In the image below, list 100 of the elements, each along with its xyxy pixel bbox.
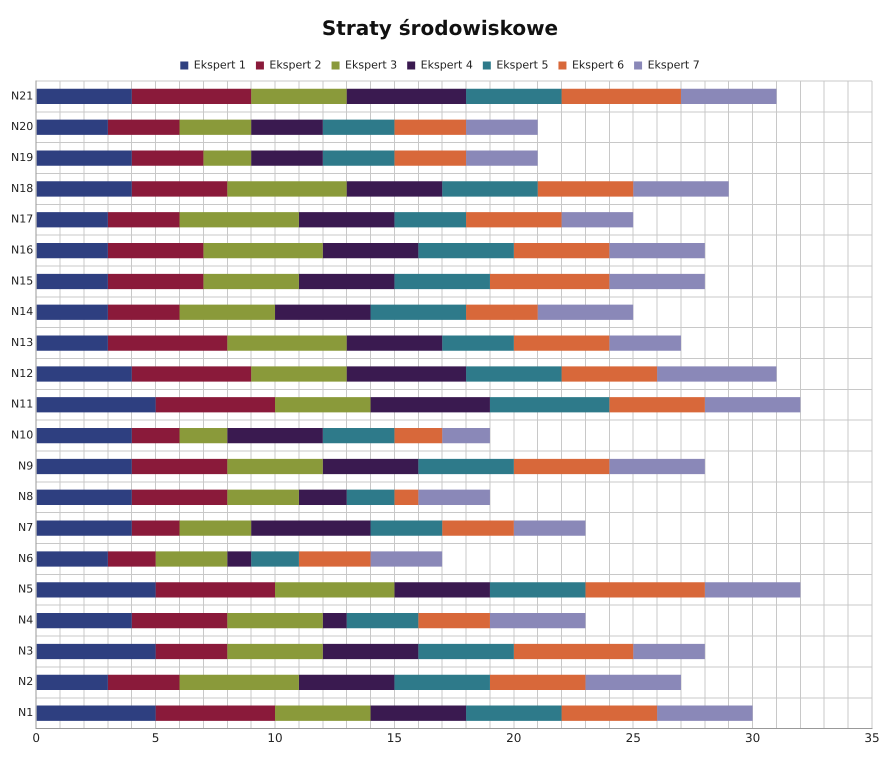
- bar: [203, 274, 299, 290]
- bar: [36, 551, 108, 567]
- bar: [394, 428, 442, 444]
- bar: [227, 181, 347, 197]
- bar: [227, 428, 323, 444]
- bar: [562, 366, 658, 382]
- bar: [108, 304, 180, 320]
- bar: [394, 120, 466, 135]
- bar: [275, 706, 371, 721]
- bar: [322, 242, 418, 258]
- bar: [227, 613, 323, 628]
- bar: [298, 274, 394, 290]
- bar: [370, 304, 466, 320]
- bar: [132, 181, 228, 197]
- bar: [346, 613, 418, 628]
- bar: [370, 551, 442, 567]
- bar: [466, 212, 562, 228]
- legend-label: Ekspert 4: [420, 58, 473, 72]
- bar: [346, 88, 466, 104]
- bar: [704, 582, 800, 598]
- bar: [394, 150, 466, 166]
- bar: [251, 150, 323, 166]
- bar: [36, 366, 132, 382]
- bar: [490, 613, 586, 628]
- bar: [418, 242, 514, 258]
- y-tick-label: N14: [10, 305, 34, 318]
- legend-label: Ekspert 5: [496, 58, 548, 72]
- bar: [466, 120, 538, 135]
- bar: [36, 706, 156, 721]
- bar: [227, 490, 299, 505]
- y-tick-label: N3: [18, 644, 34, 658]
- bar: [203, 150, 252, 166]
- bar: [514, 335, 610, 351]
- bar: [633, 181, 729, 197]
- x-tick-label: 35: [864, 730, 880, 745]
- x-tick-label: 20: [506, 730, 522, 745]
- bar: [156, 397, 276, 412]
- bar: [490, 274, 610, 290]
- bar: [36, 397, 156, 412]
- y-tick-label: N7: [18, 521, 34, 534]
- x-tick-label: 15: [386, 730, 402, 745]
- bar: [370, 706, 466, 721]
- bar: [346, 490, 394, 505]
- bar: [36, 150, 132, 166]
- bar: [275, 304, 371, 320]
- y-tick-label: N9: [18, 459, 34, 472]
- bar: [36, 212, 108, 228]
- bar: [36, 181, 132, 197]
- bar: [538, 181, 634, 197]
- bar: [298, 212, 394, 228]
- bar: [36, 335, 108, 351]
- x-tick-label: 0: [32, 730, 40, 745]
- y-tick-label: N6: [18, 552, 34, 565]
- bar: [322, 613, 347, 628]
- bar: [227, 458, 323, 474]
- bar: [322, 150, 394, 166]
- bar: [346, 366, 466, 382]
- bar: [251, 551, 299, 567]
- bar: [609, 274, 705, 290]
- x-tick-label: 5: [152, 730, 160, 745]
- bar: [418, 458, 514, 474]
- bar: [132, 520, 180, 536]
- bar: [514, 242, 610, 258]
- bar: [132, 458, 228, 474]
- bar: [251, 88, 347, 104]
- bar: [514, 644, 634, 660]
- bar: [490, 674, 586, 690]
- bar: [466, 150, 538, 166]
- bar: [633, 644, 705, 660]
- y-tick-label: N15: [10, 274, 34, 288]
- bar: [657, 366, 776, 382]
- bar: [298, 490, 347, 505]
- bar: [36, 644, 156, 660]
- y-tick-label: N8: [18, 490, 34, 504]
- legend-label: Ekspert 6: [572, 58, 624, 72]
- bar: [466, 366, 562, 382]
- bar: [322, 428, 394, 444]
- bar: [132, 428, 180, 444]
- bar: [442, 181, 538, 197]
- bar: [418, 490, 490, 505]
- bar: [227, 335, 347, 351]
- y-tick-label: N12: [10, 366, 34, 380]
- bar: [562, 88, 681, 104]
- y-tick-label: N20: [10, 120, 34, 134]
- bar: [394, 582, 490, 598]
- bar: [132, 490, 228, 505]
- bar: [609, 458, 705, 474]
- bar: [346, 181, 442, 197]
- bar: [108, 242, 204, 258]
- bar: [394, 274, 490, 290]
- y-tick-label: N19: [10, 150, 34, 164]
- bar: [609, 242, 705, 258]
- bar: [180, 304, 276, 320]
- y-tick-label: N4: [18, 614, 34, 627]
- bar: [298, 551, 371, 567]
- bar: [36, 674, 108, 690]
- bar: [180, 674, 299, 690]
- bar: [298, 674, 394, 690]
- bar: [180, 212, 299, 228]
- legend-label: Ekspert 7: [648, 58, 700, 72]
